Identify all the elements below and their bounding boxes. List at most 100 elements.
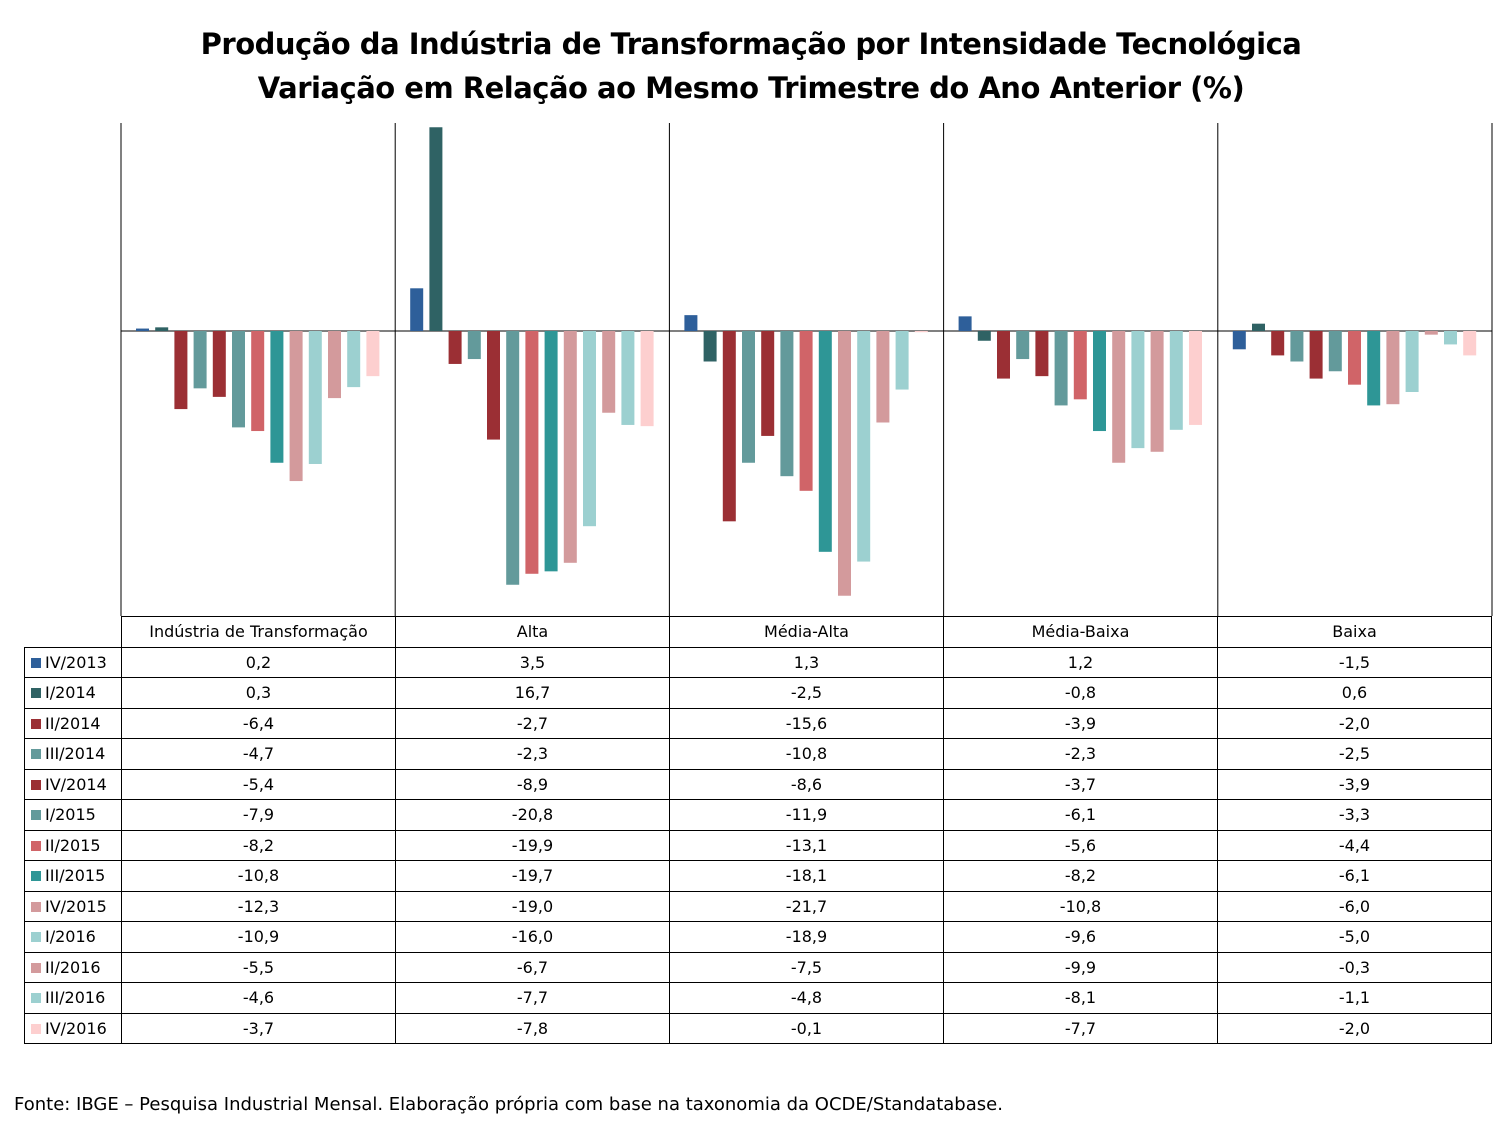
data-value: -8,2 [943, 860, 1218, 892]
bar [1424, 331, 1438, 335]
series-name: I/2016 [45, 927, 96, 947]
bar [1169, 331, 1183, 430]
legend-swatch [31, 993, 41, 1004]
data-value: -8,9 [395, 768, 670, 800]
bar [1073, 331, 1087, 400]
series-name: IV/2015 [45, 896, 107, 916]
legend-entry: I/2015 [24, 799, 122, 831]
bar [1054, 331, 1068, 406]
data-value: -8,6 [669, 768, 944, 800]
bar [1093, 331, 1106, 432]
data-value: -10,8 [943, 890, 1218, 922]
data-value: -3,9 [943, 707, 1218, 739]
data-value: -2,0 [1217, 1012, 1492, 1044]
legend-swatch [31, 1023, 41, 1034]
bar [583, 331, 596, 527]
bar [640, 331, 654, 427]
legend-swatch [31, 749, 41, 760]
bar [602, 331, 616, 413]
bar [1405, 331, 1419, 392]
legend-entry: II/2015 [24, 829, 122, 861]
bar [1463, 331, 1477, 356]
data-value: -4,6 [121, 982, 396, 1014]
bar [308, 331, 322, 464]
table-row: III/2014 -4,7 -2,3 -10,8 -2,3 -2,5 [24, 738, 1492, 770]
data-value: -2,3 [943, 738, 1218, 770]
data-table: Indústria de Transformação Alta Média-Alta… [24, 616, 1492, 1044]
bar [684, 315, 698, 331]
data-value: 1,3 [669, 646, 944, 678]
bar [1131, 331, 1145, 449]
bar [251, 331, 265, 432]
data-value: -8,1 [943, 982, 1218, 1014]
series-name: I/2014 [45, 683, 96, 703]
bar [232, 331, 245, 428]
data-value: -0,8 [943, 677, 1218, 709]
bar [410, 288, 424, 331]
series-name: III/2016 [45, 988, 106, 1008]
bar [895, 331, 909, 390]
table-row: I/2016 -10,9 -16,0 -18,9 -9,6 -5,0 [24, 921, 1492, 953]
table-row: II/2016 -5,5 -6,7 -7,5 -9,9 -0,3 [24, 951, 1492, 983]
series-name: II/2014 [45, 713, 101, 733]
data-value: -3,9 [1217, 768, 1492, 800]
data-value: -4,7 [121, 738, 396, 770]
table-row: III/2016 -4,6 -7,7 -4,8 -8,1 -1,1 [24, 982, 1492, 1014]
legend-entry: III/2014 [24, 738, 122, 770]
data-value: -6,7 [395, 951, 670, 983]
series-name: III/2014 [45, 744, 106, 764]
bar [1189, 331, 1202, 425]
bar [780, 331, 794, 477]
data-value: -10,9 [121, 921, 396, 953]
bar [1016, 331, 1030, 360]
data-value: 0,6 [1217, 677, 1492, 709]
legend-entry: IV/2014 [24, 768, 122, 800]
table-row: III/2015 -10,8 -19,7 -18,1 -8,2 -6,1 [24, 860, 1492, 892]
bar [1035, 331, 1049, 377]
legend-swatch [31, 779, 41, 790]
bar [914, 331, 928, 333]
data-value: -7,8 [395, 1012, 670, 1044]
data-value: -9,6 [943, 921, 1218, 953]
bar [155, 327, 169, 331]
bar [1348, 331, 1361, 385]
series-name: III/2015 [45, 866, 106, 886]
chart-subtitle: Variação em Relação ao Mesmo Trimestre d… [257, 71, 1245, 105]
data-value: -19,9 [395, 829, 670, 861]
table-row: IV/2016 -3,7 -7,8 -0,1 -7,7 -2,0 [24, 1012, 1492, 1044]
bar [742, 331, 755, 463]
data-value: -7,7 [943, 1012, 1218, 1044]
data-value: -3,7 [121, 1012, 396, 1044]
legend-swatch [31, 901, 41, 912]
series-name: IV/2014 [45, 774, 107, 794]
table-row: II/2015 -8,2 -19,9 -13,1 -5,6 -4,4 [24, 829, 1492, 861]
category-label: Alta [395, 616, 670, 648]
bar [563, 331, 577, 563]
chart-title-block: Produção da Indústria de Transformação p… [0, 22, 1502, 110]
data-value: -1,5 [1217, 646, 1492, 678]
bar [1252, 323, 1265, 331]
bar [876, 331, 890, 423]
data-value: -6,1 [1217, 860, 1492, 892]
bar [270, 331, 284, 463]
bar [958, 316, 972, 331]
data-value: -8,2 [121, 829, 396, 861]
category-label: Média-Baixa [943, 616, 1218, 648]
bar [1232, 331, 1246, 350]
legend-entry: IV/2013 [24, 646, 122, 678]
table-row: II/2014 -6,4 -2,7 -15,6 -3,9 -2,0 [24, 707, 1492, 739]
data-value: -7,9 [121, 799, 396, 831]
bar [328, 331, 341, 399]
data-value: -18,9 [669, 921, 944, 953]
legend-swatch [31, 718, 41, 729]
chart-title: Produção da Indústria de Transformação p… [200, 27, 1302, 61]
bar [1271, 331, 1285, 356]
legend-swatch [31, 810, 41, 821]
category-label: Baixa [1217, 616, 1492, 648]
legend-entry: III/2015 [24, 860, 122, 892]
bar [1150, 331, 1164, 452]
bar [212, 331, 226, 397]
series-name: II/2015 [45, 835, 101, 855]
data-value: -0,1 [669, 1012, 944, 1044]
series-name: IV/2013 [45, 652, 107, 672]
